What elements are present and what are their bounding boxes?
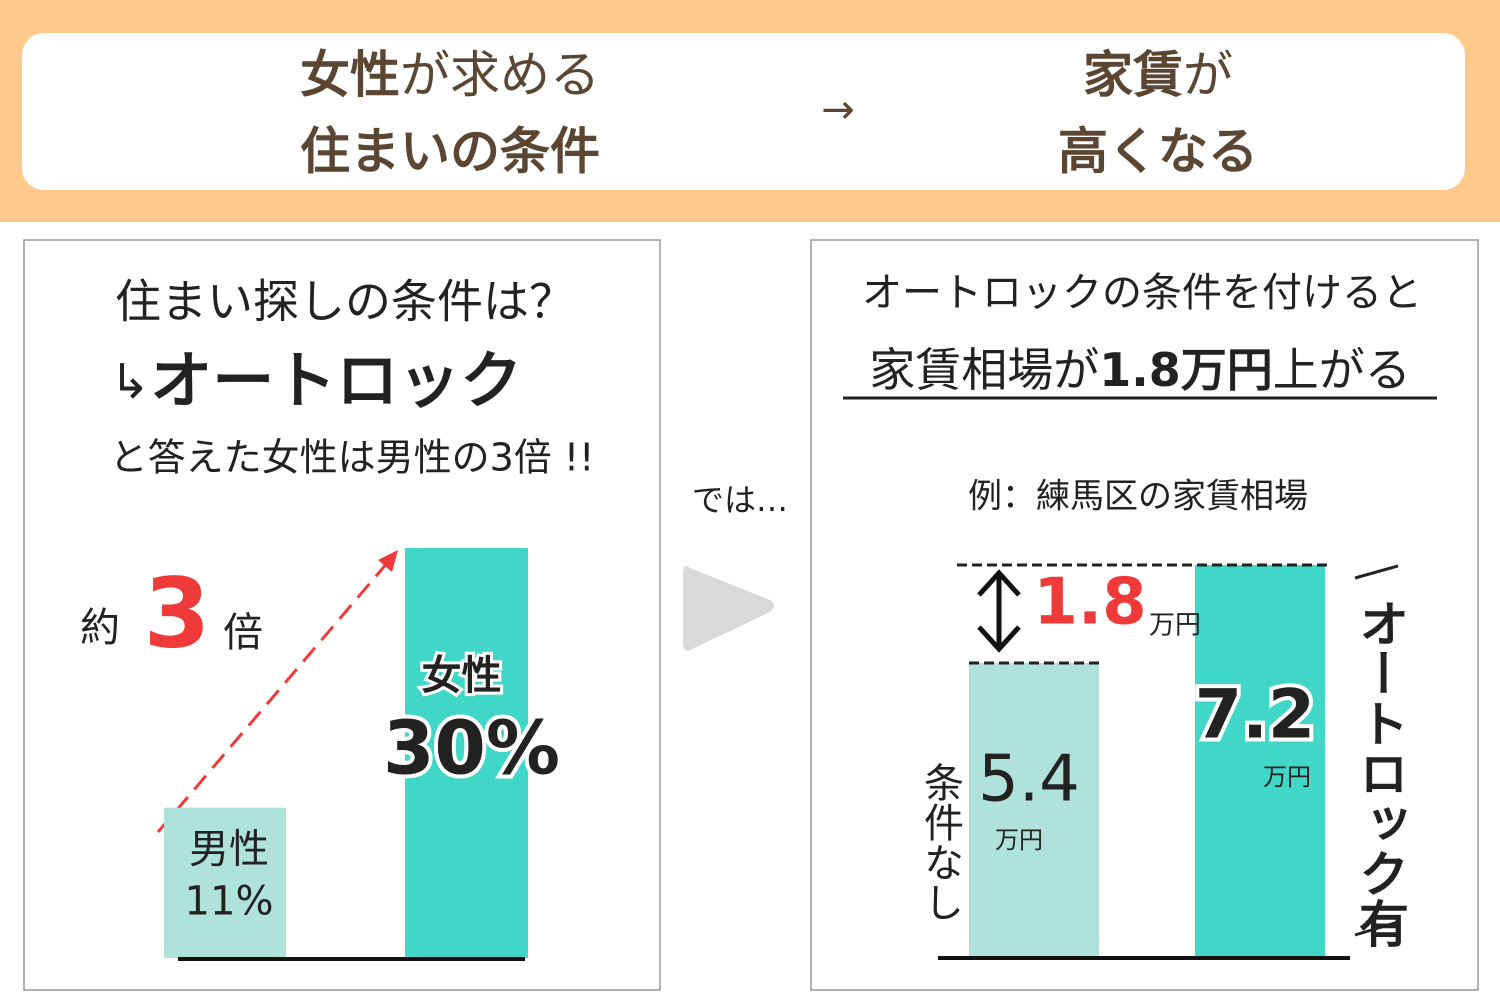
value-unit: 万円: [995, 826, 1043, 854]
bar: [164, 807, 286, 958]
left-panel: [23, 239, 661, 991]
header-box: [22, 33, 1465, 190]
header-bold: 女性: [300, 46, 400, 104]
header-bold: 家賃: [1083, 46, 1183, 104]
header-text: が求める: [400, 46, 600, 104]
line2-bold: 1.8万円: [1099, 343, 1273, 397]
ratio-prefix: 約: [80, 605, 120, 651]
slash: [1354, 920, 1399, 937]
line2-text: 家賃相場が: [869, 343, 1099, 397]
diff-unit: 万円: [1149, 611, 1201, 641]
ratio-value: 3: [144, 557, 211, 669]
trend-arrowhead: [378, 550, 398, 572]
header-left-line1: 女性が求める: [300, 46, 600, 104]
next-triangle: [683, 566, 774, 651]
right-panel: [810, 239, 1479, 991]
bar: [1195, 565, 1325, 957]
header-arrow: →: [821, 87, 855, 133]
right-line2: 家賃相場が1.8万円上がる: [869, 343, 1411, 397]
category-label: オートロック有: [1351, 598, 1409, 948]
example: 例：練馬区の家賃相場: [968, 477, 1308, 517]
header-left-line2: 住まいの条件: [300, 123, 600, 181]
bar: [405, 548, 528, 958]
value-label: 11%: [185, 879, 274, 925]
right-line1: オートロックの条件を付けると: [862, 270, 1422, 316]
value-label: 7.2: [1195, 676, 1315, 755]
answer-mark: ↳: [110, 354, 150, 410]
note: と答えた女性は男性の3倍 !!: [110, 436, 595, 480]
trend-arrow: [156, 561, 390, 833]
category-label: 条件なし: [917, 762, 963, 922]
answer: ↳オートロック: [110, 344, 522, 417]
line2-text: 上がる: [1273, 343, 1411, 397]
question: 住まい探しの条件は？: [115, 275, 575, 329]
answer-text: オートロック: [150, 344, 522, 417]
category-label: 女性: [422, 653, 502, 699]
value-unit: 万円: [1263, 763, 1311, 791]
bar: [969, 663, 1099, 957]
diff-arrow-head: [977, 569, 1021, 597]
ratio-suffix: 倍: [223, 610, 263, 656]
category-label: 男性: [189, 827, 269, 873]
value-label: 30%: [383, 706, 560, 792]
header-text: が: [1183, 46, 1233, 104]
value-label: 5.4: [978, 743, 1080, 817]
header-right-line1: 家賃が: [1083, 46, 1233, 104]
diff-value: 1.8: [1033, 566, 1146, 640]
diff-arrow-head: [977, 625, 1021, 653]
slash: [1354, 564, 1399, 580]
header-right-line2: 高くなる: [1058, 123, 1258, 181]
transition-text: では…: [692, 481, 788, 519]
